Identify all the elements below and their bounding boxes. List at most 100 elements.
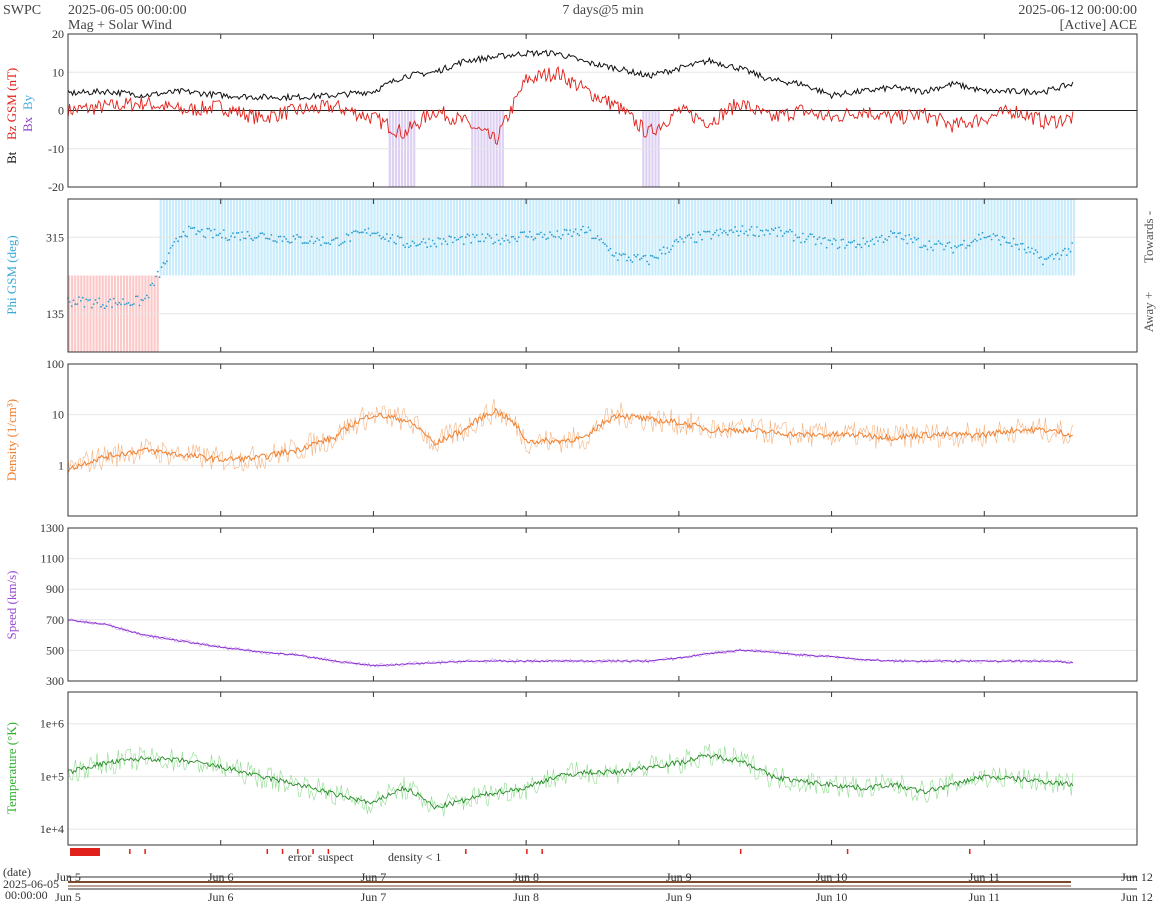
- x-tick-label-upper: Jun 7: [361, 870, 387, 884]
- phi-point: [195, 233, 198, 236]
- density-ytick-label: 10: [52, 408, 64, 422]
- phi-point: [970, 241, 973, 244]
- phi-point: [254, 237, 256, 239]
- phi-point: [825, 246, 828, 249]
- phi-point: [87, 299, 90, 302]
- error-flag-mark: [297, 849, 299, 854]
- phi-point: [202, 235, 205, 238]
- phi-point: [495, 233, 498, 236]
- phi-point: [778, 226, 780, 229]
- phi-point: [763, 234, 766, 236]
- phi-point: [369, 234, 372, 237]
- phi-point: [928, 240, 931, 243]
- phi-point: [845, 244, 848, 247]
- mag-panel: 20 10 0 -10 -20: [48, 27, 1138, 194]
- phi-point: [501, 237, 504, 240]
- phi-point: [85, 298, 88, 301]
- x-tick-label-lower: Jun 11: [969, 890, 1000, 904]
- phi-point: [922, 244, 925, 247]
- phi-point: [279, 235, 282, 238]
- error-flag-mark: [312, 849, 314, 854]
- phi-point: [138, 304, 141, 307]
- phi-point: [277, 235, 280, 238]
- phi-point: [776, 235, 779, 237]
- phi-point: [486, 233, 489, 236]
- phi-point: [580, 228, 582, 231]
- phi-point: [765, 229, 768, 231]
- phi-point: [424, 241, 427, 244]
- phi-point: [134, 295, 137, 298]
- phi-point: [748, 228, 751, 231]
- phi-point: [123, 303, 126, 306]
- phi-point: [900, 237, 903, 240]
- phi-point: [367, 227, 370, 230]
- phi-point: [545, 238, 548, 241]
- phi-point: [880, 234, 883, 237]
- phi-point: [660, 252, 663, 255]
- phi-point: [988, 235, 991, 238]
- phi-point: [1067, 248, 1070, 250]
- phi-point: [422, 238, 425, 240]
- phi-point: [1069, 250, 1072, 253]
- phi-point: [708, 230, 711, 233]
- phi-point: [391, 234, 394, 236]
- phi-point: [996, 234, 998, 237]
- phi-point: [935, 243, 938, 245]
- phi-point: [543, 233, 546, 236]
- phi-point: [999, 243, 1002, 246]
- phi-point: [952, 251, 954, 254]
- phi-point: [594, 237, 597, 240]
- phi-point: [129, 304, 132, 307]
- phi-point: [657, 257, 659, 260]
- phi-point: [364, 228, 366, 231]
- phi-point: [1051, 253, 1053, 256]
- phi-point: [103, 307, 106, 310]
- phi-point: [990, 238, 993, 241]
- phi-point: [296, 233, 298, 236]
- phi-point: [96, 301, 99, 304]
- phi-point: [431, 239, 434, 242]
- phi-point: [133, 303, 135, 305]
- phi-point: [409, 244, 412, 247]
- phi-point: [222, 229, 225, 232]
- x-tick-label-lower: Jun 8: [513, 890, 539, 904]
- phi-point: [224, 237, 227, 240]
- phi-point: [572, 231, 575, 233]
- phi-point: [693, 241, 696, 244]
- phi-point: [450, 236, 452, 238]
- phi-point: [457, 238, 460, 241]
- phi-point: [946, 242, 949, 245]
- phi-point: [376, 231, 379, 234]
- phi-point: [1053, 258, 1055, 260]
- phi-point: [215, 234, 218, 237]
- error-flag-mark: [327, 849, 330, 854]
- phi-point: [860, 246, 863, 249]
- phi-point: [221, 236, 223, 239]
- phi-point: [913, 236, 916, 239]
- time-axis: Jun 5 Jun 5 Jun 6 Jun 6 Jun 7 Jun 7 Jun 8 Jun 8…: [55, 870, 1153, 904]
- phi-point: [981, 231, 984, 234]
- phi-point: [534, 237, 537, 240]
- phi-point: [719, 228, 722, 231]
- density-noise-line: [67, 398, 1074, 473]
- phi-point: [459, 236, 462, 239]
- x-tick-label-upper: Jun 5: [55, 870, 81, 884]
- phi-point: [112, 297, 115, 300]
- phi-point: [283, 235, 286, 238]
- phi-point: [142, 299, 145, 302]
- phi-point: [193, 226, 196, 229]
- phi-point: [519, 231, 522, 234]
- phi-point: [274, 240, 276, 242]
- phi-point: [640, 257, 643, 260]
- phi-point: [933, 243, 936, 246]
- phi-point: [78, 296, 80, 298]
- phi-point: [679, 236, 681, 238]
- phi-point: [453, 236, 456, 239]
- phi-point: [250, 237, 253, 240]
- phi-point: [122, 298, 124, 300]
- phi-point: [987, 235, 989, 238]
- error-flag-mark: [281, 849, 284, 854]
- phi-point: [635, 255, 637, 258]
- phi-point: [402, 244, 405, 247]
- phi-point: [618, 253, 621, 256]
